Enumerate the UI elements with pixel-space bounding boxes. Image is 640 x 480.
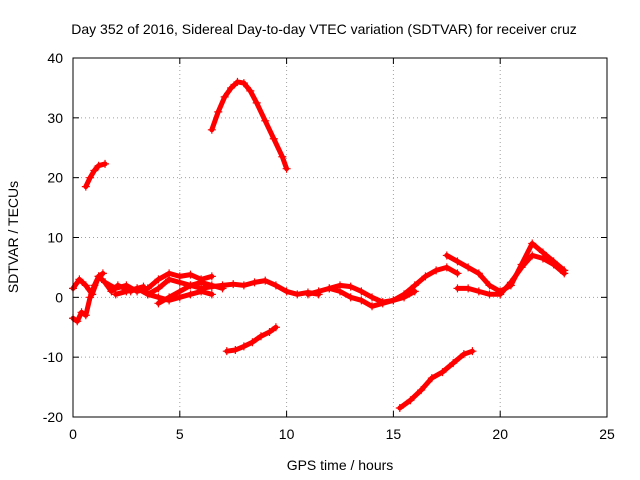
chart-title: Day 352 of 2016, Sidereal Day-to-day VTE… — [71, 21, 577, 37]
series-arc-11 — [325, 281, 419, 307]
series-arc-7 — [154, 278, 227, 308]
series-arc-9 — [222, 323, 280, 356]
x-tick-label: 15 — [386, 426, 402, 442]
y-tick-label: 30 — [47, 110, 63, 126]
y-tick-label: 40 — [47, 50, 63, 66]
series-arc-3 — [81, 159, 110, 191]
x-tick-labels: 0 5 10 15 20 25 — [69, 426, 615, 442]
x-axis-label: GPS time / hours — [287, 457, 394, 473]
y-tick-label: -10 — [43, 349, 63, 365]
series-trace — [209, 79, 290, 172]
x-tick-label: 5 — [176, 426, 184, 442]
y-tick-label: 10 — [47, 230, 63, 246]
series-trace — [83, 161, 108, 190]
x-tick-label: 20 — [492, 426, 508, 442]
series-arc-14 — [453, 251, 569, 299]
series-arc-12 — [395, 347, 477, 413]
series-trace — [102, 270, 215, 294]
series-trace — [326, 282, 418, 305]
y-tick-labels: -20 -10 0 10 20 30 40 — [43, 50, 63, 425]
plot-frame — [72, 57, 608, 418]
y-axis-label: SDTVAR / TECUs — [5, 181, 21, 293]
series-trace — [444, 241, 567, 294]
y-tick-label: 0 — [55, 289, 63, 305]
x-tick-label: 25 — [599, 426, 615, 442]
series-arc-8 — [207, 77, 291, 173]
y-tick-label: -20 — [43, 409, 63, 425]
series-trace — [145, 276, 322, 297]
series-trace — [224, 324, 279, 354]
series-group — [69, 77, 569, 413]
x-tick-label: 0 — [69, 426, 77, 442]
y-tick-label: 20 — [47, 170, 63, 186]
series-trace — [455, 252, 567, 297]
series-trace — [397, 348, 475, 411]
grid-lines — [73, 58, 607, 417]
series-trace — [155, 279, 225, 306]
series-trace — [70, 270, 106, 324]
x-tick-label: 10 — [279, 426, 295, 442]
